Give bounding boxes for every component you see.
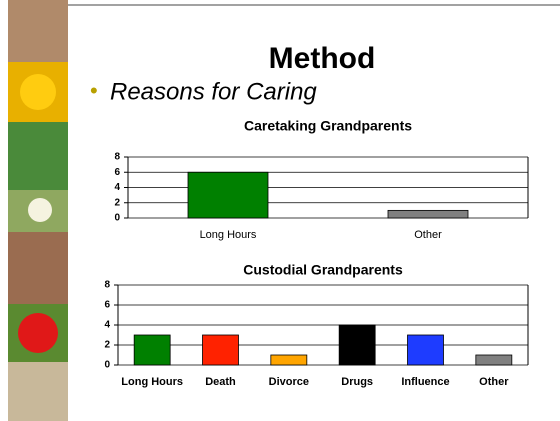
bar [407,334,444,366]
y-tick-label: 4 [114,182,120,193]
bar [202,334,239,366]
y-tick-label: 8 [104,280,110,291]
y-tick-label: 8 [114,152,120,163]
chart-title: Custodial Grandparents [243,262,403,278]
bar [270,354,308,366]
y-tick-label: 4 [104,320,110,331]
slide-title: Method [269,42,376,75]
bar [133,334,171,366]
x-tick-label: Death [205,376,236,388]
x-tick-label: Drugs [341,376,374,388]
chart-title: Caretaking Grandparents [244,118,412,134]
bullet-text: Reasons for Caring [110,78,317,105]
photo-strip [8,0,68,421]
x-tick-label: Other [414,229,442,241]
y-tick-label: 0 [114,213,120,224]
bar [338,324,376,366]
y-tick-label: 6 [114,167,120,178]
bar [387,209,469,219]
bullet-dot: • [90,78,98,103]
bar [187,171,269,219]
x-tick-label: Influence [401,376,450,388]
y-tick-label: 0 [104,360,110,371]
x-tick-label: Other [479,376,509,388]
y-tick-label: 2 [104,340,110,351]
x-tick-label: Long Hours [121,376,184,388]
bar [475,354,513,366]
x-tick-label: Divorce [268,376,309,388]
x-tick-label: Long Hours [199,229,257,241]
y-tick-label: 6 [104,300,110,311]
y-tick-label: 2 [114,197,120,208]
